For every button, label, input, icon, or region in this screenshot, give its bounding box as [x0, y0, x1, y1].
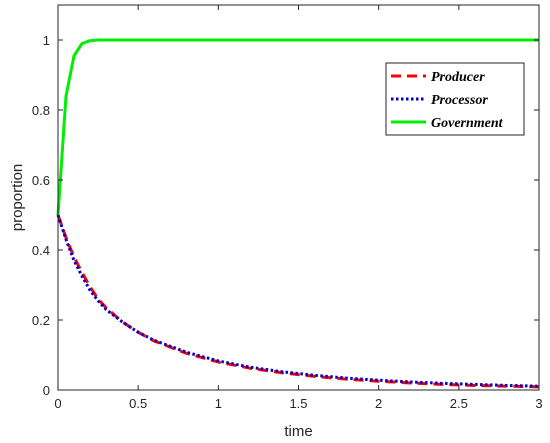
x-tick-label: 3 — [535, 396, 542, 411]
x-tick-label: 2.5 — [450, 396, 468, 411]
y-axis-label: proportion — [9, 164, 26, 232]
x-tick-label: 2 — [375, 396, 382, 411]
y-tick-label: 0.6 — [32, 173, 50, 188]
x-tick-label: 0.5 — [129, 396, 147, 411]
y-tick-label: 1 — [43, 33, 50, 48]
x-axis-label: time — [284, 423, 312, 440]
legend: Producer Processor Government — [385, 62, 525, 136]
y-tick-label: 0.8 — [32, 103, 50, 118]
legend-label-government: Government — [431, 116, 504, 131]
series-line-processor — [56, 214, 540, 388]
series-line-government — [56, 38, 539, 216]
legend-label-processor: Processor — [431, 93, 488, 108]
y-tick-label: 0 — [43, 383, 50, 398]
x-tick-label: 0 — [54, 396, 61, 411]
y-tick-label: 0.2 — [32, 313, 50, 328]
legend-items: Producer Processor Government — [391, 70, 504, 131]
x-tick-label: 1 — [215, 396, 222, 411]
x-tick-label: 1.5 — [289, 396, 307, 411]
y-tick-label: 0.4 — [32, 243, 50, 258]
ticks-layer: 0 0.5 1 1.5 2 2.5 3 0 0.2 0.4 0.6 0.8 1 — [32, 5, 543, 411]
legend-label-producer: Producer — [431, 70, 485, 85]
series-layer — [56, 38, 540, 389]
